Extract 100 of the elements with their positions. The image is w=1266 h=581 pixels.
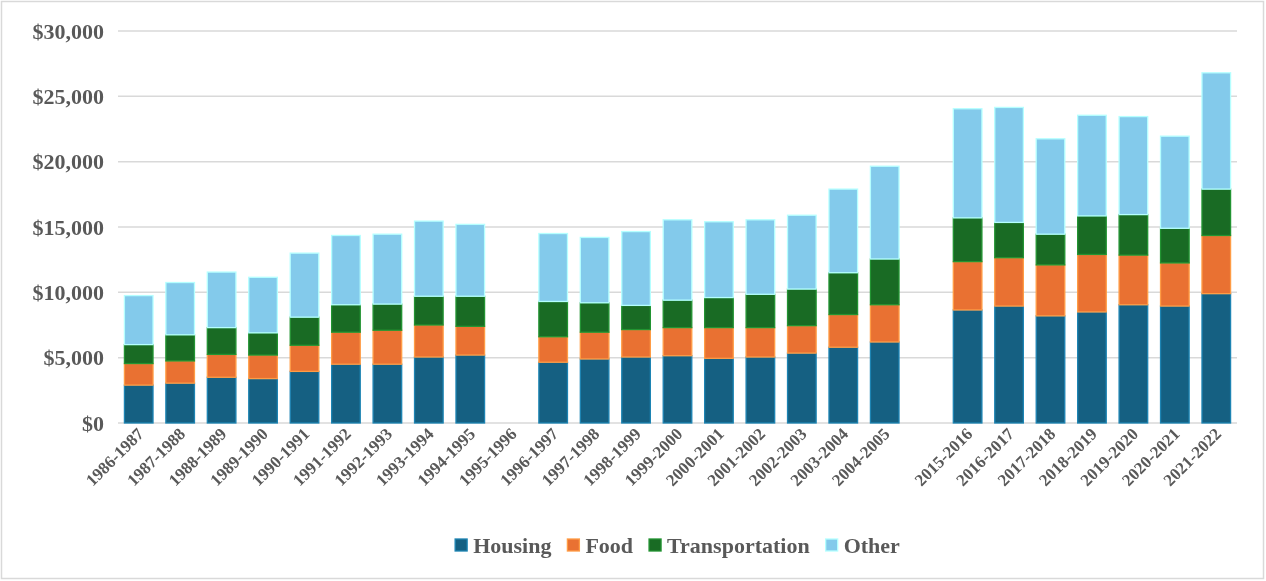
bar <box>1201 234 1232 295</box>
y-tick-label: $25,000 <box>32 84 104 110</box>
bar <box>1118 254 1149 306</box>
y-tick-label: $20,000 <box>32 149 104 175</box>
legend-label: Food <box>585 532 634 558</box>
bar <box>745 326 776 358</box>
bar <box>455 295 486 327</box>
bar <box>704 221 734 299</box>
bar <box>289 344 320 373</box>
bar <box>579 331 610 360</box>
bar <box>123 343 154 365</box>
bar <box>331 234 361 306</box>
bar <box>662 219 693 301</box>
bar <box>1035 264 1066 317</box>
bar <box>1159 305 1190 424</box>
bar <box>745 219 776 295</box>
bar <box>331 304 361 333</box>
bar <box>662 355 693 424</box>
bar <box>994 221 1024 259</box>
bar <box>704 326 734 359</box>
bar <box>538 232 569 303</box>
bar <box>206 353 237 378</box>
bar <box>455 223 486 297</box>
bar <box>828 188 859 274</box>
bar <box>1077 253 1107 313</box>
bar <box>579 358 610 424</box>
bar <box>662 299 693 329</box>
bar <box>538 300 569 338</box>
bar <box>1118 115 1149 216</box>
bar <box>786 214 817 290</box>
bar <box>165 334 196 362</box>
bar <box>994 106 1024 224</box>
bar <box>538 336 569 363</box>
bar <box>372 329 403 365</box>
bar <box>1159 262 1190 307</box>
legend-label: Other <box>843 532 901 558</box>
bar <box>828 272 859 316</box>
bar <box>455 354 486 424</box>
legend-label: Transportation <box>667 532 810 558</box>
bar <box>869 165 900 260</box>
bar <box>621 230 651 307</box>
bar <box>1077 114 1107 217</box>
bar <box>123 294 154 346</box>
bar <box>952 260 983 311</box>
bar <box>1035 315 1066 424</box>
bar <box>248 332 278 356</box>
bar <box>331 363 361 424</box>
bar <box>786 288 817 327</box>
bar <box>786 352 817 424</box>
bar <box>1159 135 1190 229</box>
bar <box>331 331 361 365</box>
bar <box>206 376 237 424</box>
bar <box>1118 213 1149 256</box>
bar <box>1201 188 1232 237</box>
bar <box>206 326 237 356</box>
bar <box>165 382 196 424</box>
bar <box>828 313 859 348</box>
bar <box>413 295 444 326</box>
bar <box>994 305 1024 424</box>
bar <box>289 316 320 346</box>
bar <box>745 293 776 329</box>
bar <box>413 324 444 358</box>
bar <box>704 296 734 329</box>
bar <box>165 360 196 384</box>
bar <box>952 108 983 219</box>
bar <box>952 309 983 424</box>
bar <box>621 304 651 331</box>
bar <box>372 303 403 331</box>
bar <box>206 271 237 329</box>
bar <box>704 357 734 424</box>
bar <box>745 356 776 424</box>
bar <box>248 276 278 334</box>
bar <box>579 236 610 304</box>
bar <box>123 384 154 424</box>
bar <box>1118 304 1149 424</box>
bar <box>621 328 651 358</box>
bar <box>165 281 196 336</box>
bar <box>1201 72 1232 190</box>
bar <box>786 325 817 354</box>
bar <box>289 252 320 318</box>
bar <box>1077 215 1107 256</box>
legend-label: Housing <box>473 532 552 558</box>
bar <box>1035 233 1066 266</box>
bar <box>579 302 610 333</box>
bar <box>413 220 444 297</box>
bar <box>289 370 320 424</box>
bar <box>123 362 154 386</box>
bar <box>413 356 444 424</box>
bar <box>248 354 278 380</box>
y-tick-label: $15,000 <box>32 214 104 240</box>
y-tick-label: $10,000 <box>32 280 104 306</box>
bar <box>869 258 900 306</box>
bar <box>1077 311 1107 424</box>
bar <box>1159 227 1190 264</box>
y-tick-label: $30,000 <box>32 18 104 44</box>
bar <box>372 363 403 424</box>
bar <box>1035 138 1066 235</box>
bar <box>621 356 651 424</box>
bar <box>952 217 983 263</box>
bar <box>869 304 900 343</box>
